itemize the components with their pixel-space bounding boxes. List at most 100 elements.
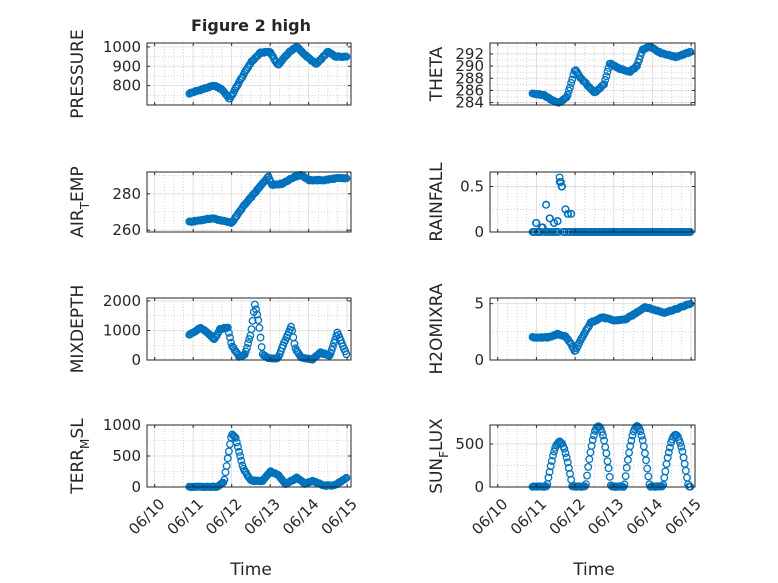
data-point bbox=[658, 482, 666, 491]
y-tick-label: 800 bbox=[112, 77, 141, 95]
y-tick-label: 900 bbox=[112, 57, 141, 75]
data-point bbox=[342, 174, 351, 183]
data-point bbox=[635, 55, 644, 64]
data-point bbox=[622, 463, 631, 472]
data-point bbox=[546, 214, 554, 223]
data-point bbox=[627, 436, 636, 445]
data-point bbox=[584, 462, 593, 471]
data-point bbox=[561, 449, 570, 458]
data-point bbox=[328, 342, 337, 351]
data-point bbox=[555, 173, 564, 182]
y-tick-label: 290 bbox=[455, 57, 484, 75]
data-point bbox=[255, 323, 264, 332]
data-point bbox=[588, 436, 597, 444]
data-point bbox=[244, 339, 253, 348]
data-point bbox=[341, 474, 350, 483]
data-point bbox=[326, 349, 335, 358]
figure-title: Figure 2 high bbox=[191, 16, 311, 35]
data-point bbox=[237, 456, 246, 465]
subplot-4: 0 0.5 RAINFALL bbox=[427, 162, 696, 242]
data-point bbox=[637, 431, 646, 440]
data-point bbox=[644, 472, 653, 481]
data-point bbox=[257, 343, 266, 351]
data-point bbox=[636, 427, 645, 436]
y-axis-label: TERRMSL bbox=[68, 418, 92, 495]
data-point bbox=[342, 52, 351, 61]
y-tick-label: 292 bbox=[455, 45, 484, 63]
data-point bbox=[557, 182, 566, 191]
data-point bbox=[229, 431, 238, 440]
axes-box bbox=[489, 297, 696, 361]
data-point bbox=[245, 335, 254, 344]
data-point bbox=[549, 451, 557, 460]
data-point bbox=[254, 316, 263, 325]
data-point bbox=[621, 472, 630, 481]
y-axis-label: AIRTEMP bbox=[68, 166, 92, 237]
data-point bbox=[623, 455, 632, 464]
data-point bbox=[567, 78, 576, 87]
data-point bbox=[220, 475, 229, 484]
subplot-5: 0 1000 2000 MIXDEPTH bbox=[68, 285, 352, 374]
data-point bbox=[291, 43, 300, 52]
data-point bbox=[287, 322, 295, 331]
data-point bbox=[233, 442, 242, 451]
data-point bbox=[560, 444, 569, 453]
data-point bbox=[232, 438, 241, 447]
data-point bbox=[598, 431, 607, 440]
data-point bbox=[223, 323, 232, 332]
y-tick-label: 0 bbox=[131, 351, 141, 369]
data-point bbox=[633, 62, 641, 70]
data-point bbox=[605, 472, 614, 481]
y-tick-label: 1000 bbox=[103, 416, 141, 434]
axes-box bbox=[146, 42, 352, 106]
data-point bbox=[532, 218, 541, 227]
data-point bbox=[634, 422, 643, 431]
data-point bbox=[547, 457, 556, 465]
y-tick-label: 1000 bbox=[103, 321, 141, 339]
data-point bbox=[643, 464, 652, 473]
axes-box bbox=[489, 424, 696, 488]
data-point bbox=[241, 347, 250, 356]
y-tick-label: 284 bbox=[455, 94, 484, 112]
y-tick-label: 288 bbox=[455, 69, 484, 87]
data-point bbox=[603, 67, 612, 76]
data-point bbox=[248, 316, 257, 325]
data-point bbox=[222, 462, 231, 470]
data-point bbox=[542, 200, 551, 209]
y-axis-label: MIXDEPTH bbox=[68, 285, 88, 374]
axes-box bbox=[489, 171, 696, 233]
x-axis-label-right: Time bbox=[572, 560, 615, 580]
data-point bbox=[253, 310, 262, 319]
axes-box bbox=[146, 171, 352, 233]
data-point bbox=[677, 442, 686, 451]
data-point bbox=[556, 178, 565, 186]
data-point bbox=[544, 473, 553, 482]
data-point bbox=[252, 305, 260, 314]
data-point bbox=[549, 218, 558, 227]
data-point bbox=[224, 447, 233, 456]
data-point bbox=[340, 475, 349, 484]
data-point bbox=[675, 435, 683, 444]
subplot-3: 260 280 AIRTEMP bbox=[68, 166, 352, 239]
data-point bbox=[224, 328, 233, 337]
data-point bbox=[247, 325, 256, 334]
data-point bbox=[256, 333, 265, 342]
data-point bbox=[620, 480, 629, 489]
data-point bbox=[659, 480, 668, 489]
data-point bbox=[566, 83, 574, 92]
data-point bbox=[235, 447, 244, 456]
x-axis-label-left: Time bbox=[229, 560, 272, 580]
data-point bbox=[583, 471, 591, 480]
data-point bbox=[604, 464, 613, 473]
data-point bbox=[563, 90, 572, 99]
data-point bbox=[566, 338, 574, 347]
y-tick-label: 0 bbox=[474, 478, 484, 496]
data-point bbox=[630, 64, 639, 73]
data-point bbox=[240, 466, 249, 475]
data-point bbox=[602, 72, 611, 81]
y-tick-label: 5 bbox=[474, 295, 484, 313]
y-tick-label: 0 bbox=[474, 351, 484, 369]
